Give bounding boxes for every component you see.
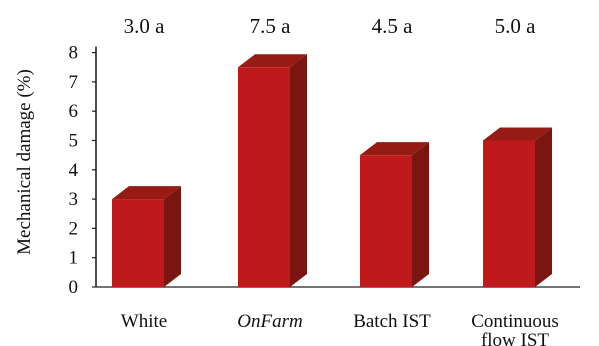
- bar-top: [112, 186, 181, 200]
- bar-group: [112, 186, 181, 287]
- bar: [112, 199, 164, 287]
- y-axis-label: Mechanical damage (%): [14, 69, 35, 255]
- data-label: 5.0 a: [495, 14, 537, 38]
- data-label: 4.5 a: [372, 14, 414, 38]
- data-label: 7.5 a: [250, 14, 292, 38]
- bar: [360, 155, 412, 287]
- y-tick-label: 5: [69, 131, 79, 152]
- data-label: 3.0 a: [124, 14, 166, 38]
- bar: [483, 140, 535, 287]
- y-tick-label: 0: [69, 277, 79, 298]
- bar-side: [164, 186, 181, 287]
- y-tick-label: 6: [69, 101, 79, 122]
- bar-top: [238, 54, 307, 68]
- x-tick-label: Continuous flow IST: [471, 311, 559, 346]
- y-tick-label: 1: [69, 248, 79, 269]
- bar-group: [483, 127, 552, 287]
- x-tick-label: OnFarm: [237, 311, 302, 332]
- y-tick-label: 3: [69, 189, 79, 210]
- y-tick-label: 2: [69, 218, 79, 239]
- y-tick-label: 7: [69, 72, 79, 93]
- bar-top: [360, 142, 429, 156]
- bars: [112, 54, 552, 287]
- y-tick-label: 4: [69, 160, 79, 181]
- bar-side: [412, 142, 429, 287]
- x-tick-label: White: [121, 311, 167, 332]
- bar-top: [483, 127, 552, 141]
- x-tick-label: Batch IST: [353, 311, 431, 332]
- bar-group: [360, 142, 429, 287]
- bar: [238, 67, 290, 287]
- labels: 3.0 a White 7.5 a OnFarm 4.5 a Batch IST 5.0 a…: [121, 14, 559, 346]
- y-tick-label: 8: [69, 43, 79, 64]
- bar-group: [238, 54, 307, 287]
- bar-side: [535, 127, 552, 287]
- bar-side: [290, 54, 307, 287]
